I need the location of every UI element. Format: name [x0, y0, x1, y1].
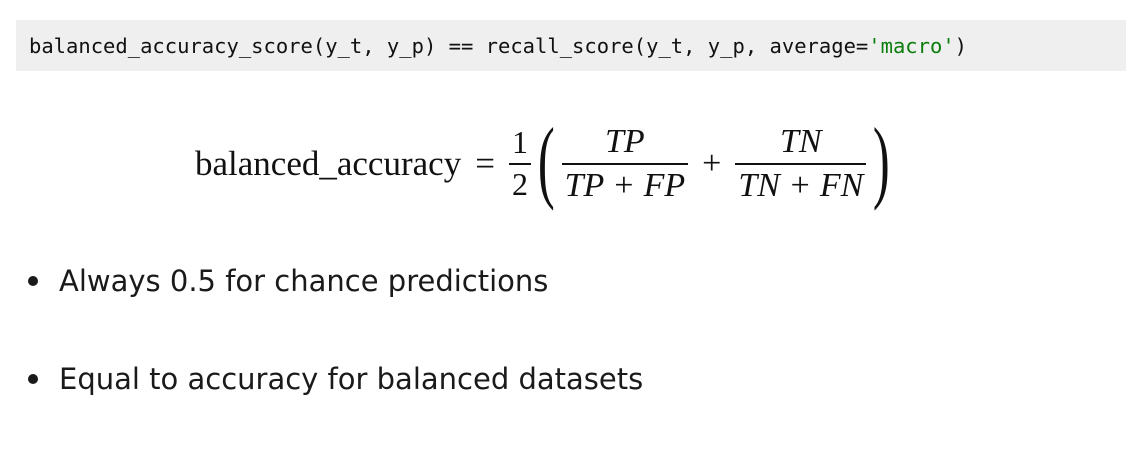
bullet-dot-icon [28, 276, 38, 286]
formula-plus: + [702, 145, 722, 182]
half-denominator: 2 [511, 166, 528, 202]
fraction-one-half: 1 2 [508, 124, 531, 202]
formula-equals: = [475, 144, 495, 183]
half-fraction-bar [508, 163, 531, 165]
code-snippet: balanced_accuracy_score(y_t, y_p) == rec… [16, 20, 1126, 71]
formula-lhs: balanced_accuracy [195, 144, 462, 183]
code-string-literal: 'macro' [868, 33, 955, 58]
close-parenthesis: ) [873, 109, 891, 211]
code-text: balanced_accuracy_score(y_t, y_p) == rec… [29, 33, 869, 58]
code-closing-paren: ) [954, 33, 968, 58]
tn-fraction-bar [735, 163, 867, 165]
half-numerator: 1 [511, 124, 528, 161]
tp-fraction-bar [561, 163, 689, 165]
list-item: Always 0.5 for chance predictions [28, 256, 643, 306]
tn-denominator: TN + FN [738, 167, 864, 204]
tn-numerator: TN [780, 123, 822, 161]
list-item: Equal to accuracy for balanced datasets [28, 354, 643, 404]
open-parenthesis: ( [537, 109, 555, 211]
tp-numerator: TP [605, 123, 645, 161]
bullet-text: Equal to accuracy for balanced datasets [59, 362, 644, 396]
fraction-tp: TP TP + FP [561, 123, 689, 204]
bullet-text: Always 0.5 for chance predictions [59, 264, 549, 298]
tp-denominator: TP + FP [564, 167, 686, 204]
balanced-accuracy-formula: balanced_accuracy = 1 2 ( TP TP + FP + T… [195, 114, 897, 214]
fraction-tn: TN TN + FN [735, 123, 867, 204]
bullet-dot-icon [28, 374, 38, 384]
bullet-list: Always 0.5 for chance predictions Equal … [28, 256, 643, 452]
